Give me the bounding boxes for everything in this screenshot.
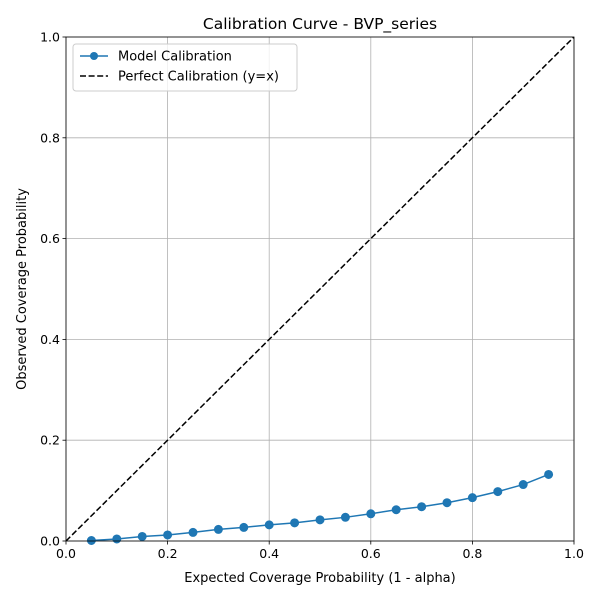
legend-entry-label: Model Calibration: [118, 50, 232, 65]
legend: Model Calibration Perfect Calibration (y=…: [72, 43, 298, 92]
model-calibration-point: [417, 502, 427, 512]
model-calibration-point: [340, 512, 350, 522]
model-calibration-point: [86, 535, 96, 545]
x-tick-label: 0.2: [158, 546, 178, 561]
model-calibration-point: [213, 524, 223, 534]
model-calibration-point: [544, 469, 554, 479]
model-calibration-point: [163, 530, 173, 540]
model-calibration-point: [518, 480, 528, 490]
x-axis-label: Expected Coverage Probability (1 - alpha…: [184, 571, 455, 586]
model-calibration-point: [137, 531, 147, 541]
model-calibration-point: [442, 498, 452, 508]
model-calibration-point: [493, 487, 503, 497]
x-tick-label: 0.0: [56, 546, 76, 561]
y-tick-label: 0.0: [40, 534, 60, 549]
y-tick-label: 1.0: [40, 30, 60, 45]
model-calibration-point: [188, 527, 198, 537]
model-calibration-point: [239, 522, 249, 532]
y-tick-label: 0.4: [40, 332, 60, 347]
model-calibration-point: [467, 493, 477, 503]
legend-box: [72, 43, 298, 92]
y-axis-label: Observed Coverage Probability: [15, 188, 30, 390]
x-tick-label: 0.8: [462, 546, 482, 561]
x-tick-label: 0.6: [361, 546, 381, 561]
model-calibration-point: [366, 509, 376, 519]
model-calibration-point: [290, 518, 300, 528]
model-calibration-point: [315, 515, 325, 525]
y-tick-label: 0.8: [40, 130, 60, 145]
model-calibration-point: [112, 534, 122, 544]
legend-marker-swatch: [90, 52, 98, 60]
y-tick-label: 0.2: [40, 433, 60, 448]
axes-frame: [65, 36, 575, 542]
perfect-calibration-line: [66, 37, 574, 541]
x-tick-label: 0.4: [259, 546, 279, 561]
legend-entry-label: Perfect Calibration (y=x): [118, 70, 279, 85]
y-tick-label: 0.6: [40, 231, 60, 246]
model-calibration-point: [264, 520, 274, 530]
chart-title: Calibration Curve - BVP_series: [203, 15, 437, 34]
x-tick-label: 1.0: [564, 546, 584, 561]
series-layer: [66, 37, 574, 545]
axes: 0.0 0.2 0.4 0.6 0.8 1.0 0.0 0.2 0.4 0.6 0.8 1.0: [40, 30, 584, 562]
model-calibration-point: [391, 505, 401, 515]
